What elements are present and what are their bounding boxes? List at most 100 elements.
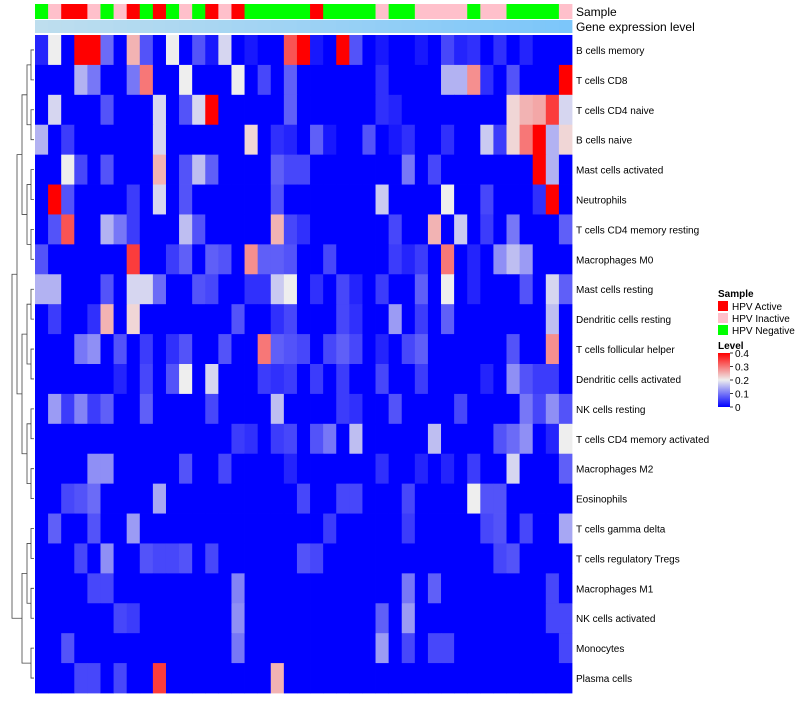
heatmap-cell: [558, 35, 573, 66]
heatmap-cell: [283, 244, 298, 275]
heatmap-cell: [270, 124, 285, 156]
heatmap-cell: [296, 483, 311, 514]
heatmap-cell: [362, 483, 376, 514]
heatmap-cell: [310, 633, 324, 664]
heatmap-cell: [493, 154, 507, 185]
heatmap-cell: [336, 244, 350, 275]
heatmap-cell: [270, 334, 285, 365]
heatmap-cell: [519, 364, 534, 395]
heatmap-cell: [467, 244, 481, 275]
heatmap-cell: [139, 35, 154, 66]
heatmap-cell: [179, 364, 193, 395]
heatmap-cell: [388, 334, 403, 365]
heatmap-cell: [74, 603, 88, 634]
heatmap-cell: [113, 35, 128, 66]
heatmap-cell: [61, 453, 75, 485]
heatmap-cell: [493, 393, 507, 425]
heatmap-cell: [100, 244, 114, 275]
heatmap-cell: [165, 453, 180, 485]
heatmap-cell: [427, 94, 442, 126]
heatmap-cell: [401, 603, 416, 634]
heatmap-cell: [231, 304, 245, 335]
heatmap-cell: [179, 184, 193, 215]
heatmap-cell: [414, 483, 429, 514]
heatmap-cell: [87, 393, 101, 425]
heatmap-cell: [48, 364, 62, 395]
heatmap-cell: [61, 483, 75, 514]
heatmap-cell: [336, 423, 350, 455]
heatmap-cell: [323, 184, 337, 215]
heatmap-cell: [218, 154, 232, 185]
heatmap-cell: [270, 423, 285, 455]
heatmap-cell: [349, 334, 363, 365]
heatmap-cell: [74, 214, 88, 245]
track-label-gene-expression: Gene expression level: [576, 20, 695, 34]
heatmap-cell: [179, 94, 193, 126]
sample-annotation-cell: [244, 4, 259, 19]
heatmap-cell: [375, 483, 390, 514]
heatmap-cell: [349, 244, 363, 275]
heatmap-cell: [545, 64, 560, 96]
heatmap-cell: [454, 35, 468, 66]
heatmap-cell: [336, 513, 350, 544]
heatmap-cell: [401, 94, 416, 126]
heatmap-cell: [362, 124, 376, 156]
gene-expression-level-cell: [336, 20, 350, 33]
heatmap-cell: [493, 364, 507, 395]
heatmap-cell: [388, 184, 403, 215]
sample-annotation-cell: [192, 4, 206, 19]
dendrogram-branch: [26, 423, 31, 485]
heatmap-cell: [35, 423, 49, 455]
heatmap-cell: [349, 513, 363, 544]
heatmap-cell: [558, 154, 573, 185]
heatmap-cell: [506, 543, 521, 574]
heatmap-cell: [165, 304, 180, 335]
heatmap-cell: [310, 603, 324, 634]
row-label: NK cells activated: [576, 614, 655, 625]
heatmap-cell: [310, 94, 324, 126]
heatmap-cell: [349, 483, 363, 514]
heatmap-cell: [139, 124, 154, 156]
heatmap-cell: [532, 334, 547, 365]
heatmap-cell: [74, 334, 88, 365]
sample-annotation-cell: [113, 4, 128, 19]
heatmap-cell: [558, 244, 573, 275]
gene-expression-level-cell: [519, 20, 534, 33]
heatmap-cell: [427, 334, 442, 365]
heatmap-cell: [506, 334, 521, 365]
heatmap-cell: [179, 124, 193, 156]
heatmap-cell: [179, 663, 193, 694]
heatmap-cell: [113, 453, 128, 485]
heatmap-cell: [545, 94, 560, 126]
heatmap-cell: [231, 633, 245, 664]
dendrogram-branch: [30, 229, 34, 260]
heatmap-cell: [257, 633, 272, 664]
heatmap-cell: [35, 304, 49, 335]
heatmap-cell: [388, 214, 403, 245]
heatmap-cell: [349, 633, 363, 664]
heatmap-cell: [558, 334, 573, 365]
heatmap-cell: [296, 35, 311, 66]
heatmap-cell: [467, 633, 481, 664]
heatmap-cell: [48, 244, 62, 275]
heatmap-cell: [218, 304, 232, 335]
heatmap-cell: [467, 94, 481, 126]
heatmap-cell: [558, 64, 573, 96]
heatmap-cell: [336, 184, 350, 215]
row-label: Monocytes: [576, 644, 624, 655]
dendrogram-branch: [26, 184, 31, 245]
heatmap-cell: [244, 124, 259, 156]
heatmap-cell: [427, 603, 442, 634]
heatmap-cell: [506, 94, 521, 126]
heatmap-cell: [519, 483, 534, 514]
heatmap-cell: [270, 453, 285, 485]
heatmap-cell: [506, 274, 521, 305]
heatmap-cell: [480, 274, 494, 305]
row-dendrogram: [11, 49, 34, 679]
heatmap-cell: [179, 35, 193, 66]
heatmap-cell: [205, 244, 219, 275]
heatmap-cell: [283, 663, 298, 694]
gene-expression-level-cell: [270, 20, 285, 33]
heatmap-cell: [388, 64, 403, 96]
